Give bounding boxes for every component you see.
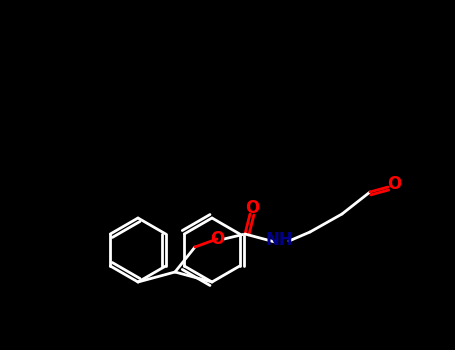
Text: O: O	[387, 175, 401, 193]
Text: NH: NH	[265, 231, 293, 249]
Text: O: O	[245, 199, 259, 217]
Text: O: O	[210, 230, 224, 248]
